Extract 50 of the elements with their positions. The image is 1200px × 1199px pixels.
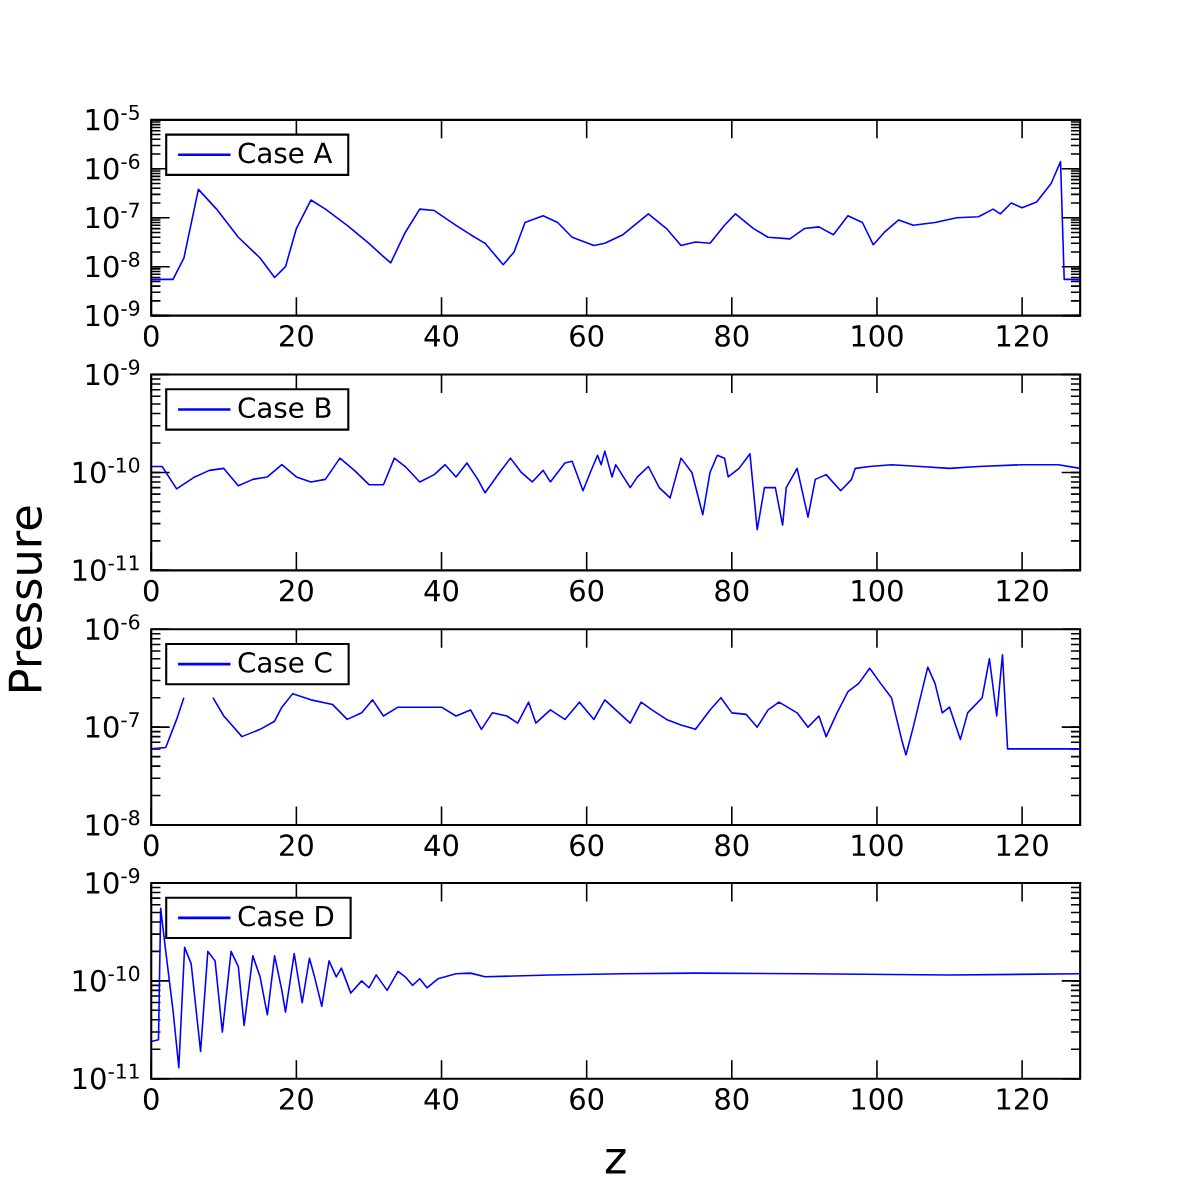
y-tick-label: 10$^{-9}$ — [86, 359, 140, 386]
y-axis-title: Pressure — [8, 506, 43, 692]
y-tick-label: 10$^{-9}$ — [86, 300, 140, 327]
x-tick-label: 40 — [424, 579, 458, 602]
x-tick-label: 0 — [143, 834, 159, 857]
y-tick-label: 10$^{-6}$ — [86, 614, 140, 641]
line-series — [151, 450, 1081, 531]
x-tick-label: 80 — [715, 325, 749, 348]
x-tick-label: 0 — [143, 579, 159, 602]
x-tick-label: 40 — [424, 834, 458, 857]
y-tick-label: 10$^{-10}$ — [73, 966, 140, 992]
y-tick-label: 10$^{-10}$ — [73, 457, 140, 484]
x-tick-label: 100 — [852, 834, 903, 857]
x-tick-label: 60 — [570, 834, 604, 857]
x-tick-label: 80 — [715, 834, 749, 857]
y-tick-label: 10$^{-11}$ — [73, 1064, 139, 1090]
legend-label: Case C — [238, 652, 332, 674]
x-tick-label: 0 — [143, 325, 159, 348]
legend-label: Case B — [238, 397, 331, 419]
legend-label: Case A — [238, 142, 333, 164]
x-tick-label: 120 — [997, 1088, 1048, 1111]
x-tick-label: 100 — [852, 579, 903, 602]
x-tick-label: 100 — [852, 325, 903, 348]
x-tick-label: 20 — [280, 325, 313, 348]
line-series — [151, 907, 1081, 1069]
x-tick-label: 40 — [424, 325, 458, 348]
y-tick-label: 10$^{-5}$ — [86, 105, 139, 131]
x-tick-label: 60 — [570, 1088, 604, 1111]
x-tick-label: 80 — [715, 579, 749, 602]
y-tick-label: 10$^{-7}$ — [86, 712, 139, 739]
x-tick-label: 40 — [424, 1088, 458, 1111]
y-tick-label: 10$^{-9}$ — [86, 868, 140, 895]
x-tick-label: 0 — [143, 1088, 159, 1111]
y-tick-label: 10$^{-8}$ — [86, 251, 140, 278]
x-tick-label: 20 — [280, 579, 313, 602]
y-tick-label: 10$^{-11}$ — [73, 555, 139, 582]
y-tick-label: 10$^{-8}$ — [86, 810, 140, 837]
y-tick-label: 10$^{-6}$ — [86, 153, 140, 180]
x-tick-label: 120 — [997, 325, 1048, 348]
x-tick-label: 60 — [570, 325, 604, 348]
x-tick-label: 60 — [570, 579, 604, 602]
x-axis-title: z — [605, 1149, 626, 1174]
y-tick-label: 10$^{-7}$ — [86, 203, 139, 229]
x-tick-label: 120 — [997, 579, 1048, 602]
x-tick-label: 20 — [280, 834, 313, 857]
legend-label: Case D — [238, 905, 334, 927]
x-tick-label: 100 — [852, 1088, 903, 1111]
x-tick-label: 20 — [280, 1088, 313, 1111]
x-tick-label: 120 — [997, 834, 1048, 857]
x-tick-label: 80 — [715, 1088, 749, 1111]
